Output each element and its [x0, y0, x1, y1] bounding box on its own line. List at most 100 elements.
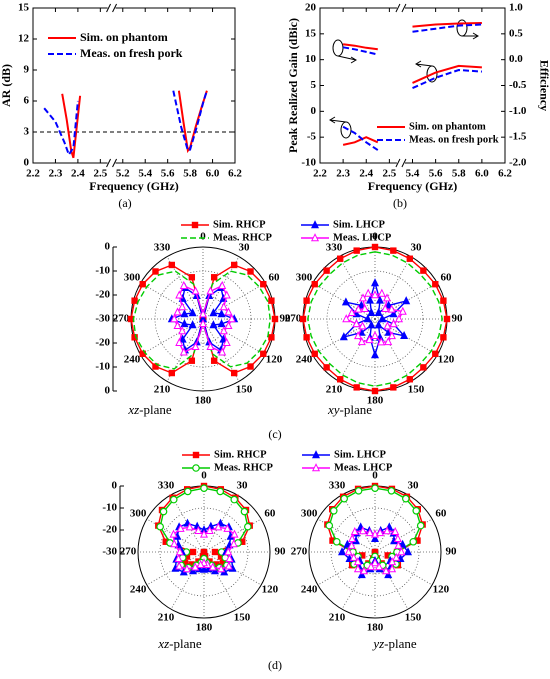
marker [219, 334, 228, 343]
marker [384, 570, 393, 579]
marker [352, 319, 361, 328]
marker [219, 302, 228, 311]
legend-label: Meas. on fresh pork [80, 46, 183, 60]
angle-label: 60 [269, 272, 281, 284]
marker [384, 552, 391, 559]
marker [389, 309, 398, 318]
legend-label: Sim. on phantom [80, 30, 168, 44]
angle-label: 330 [329, 480, 346, 492]
marker [131, 297, 138, 304]
marker [175, 337, 184, 346]
marker [152, 268, 159, 275]
axis-break [396, 161, 405, 165]
angle-label: 0 [200, 231, 206, 243]
marker [337, 376, 344, 383]
marker [371, 484, 379, 493]
axis-break [106, 158, 112, 168]
marker [311, 450, 321, 459]
angle-label: 60 [264, 508, 276, 520]
angle-label: 120 [438, 354, 455, 366]
marker [231, 261, 238, 269]
marker [387, 304, 396, 313]
marker [387, 331, 396, 340]
marker [342, 314, 351, 323]
marker [398, 306, 407, 315]
marker [180, 319, 189, 328]
y-tick-label: 0 [24, 157, 30, 169]
marker [371, 243, 379, 251]
marker [206, 342, 215, 351]
marker [349, 552, 358, 561]
x-tick-label: 2.4 [359, 168, 373, 180]
angle-label: 150 [234, 611, 251, 623]
marker [181, 559, 189, 567]
x-tick-label: 2.4 [71, 168, 85, 180]
marker [188, 561, 195, 568]
ring [154, 270, 252, 368]
marker [376, 528, 385, 537]
marker [168, 261, 175, 269]
marker [384, 337, 393, 346]
marker [371, 548, 379, 556]
legend-label: Meas. on fresh pork [409, 134, 499, 145]
marker [224, 307, 233, 316]
marker [208, 562, 217, 571]
panel-label: (d) [268, 658, 282, 672]
marker [139, 350, 146, 357]
spoke [338, 318, 376, 382]
marker [218, 347, 227, 356]
radial-tick-label: -20 [102, 524, 117, 536]
marker [383, 526, 392, 535]
marker [222, 290, 231, 299]
marker [196, 559, 205, 568]
marker [343, 539, 352, 548]
spoke [374, 494, 409, 553]
marker [394, 540, 403, 549]
marker [139, 281, 146, 288]
marker [440, 334, 447, 341]
marker [370, 350, 380, 359]
marker [388, 564, 397, 573]
marker [402, 296, 411, 305]
marker [310, 220, 320, 229]
axis-break [395, 3, 401, 13]
angle-label: 60 [435, 508, 447, 520]
marker [169, 495, 178, 504]
marker [210, 357, 218, 364]
marker [178, 302, 187, 311]
spoke [374, 318, 412, 382]
radial-tick-label: -10 [95, 361, 110, 373]
marker [341, 297, 350, 306]
marker [409, 537, 418, 546]
angle-label: 150 [236, 384, 253, 396]
y-tick-label: 12 [18, 33, 30, 45]
marker [391, 526, 400, 535]
marker [365, 335, 374, 344]
marker [382, 293, 392, 302]
x-tick-label: 2.5 [383, 168, 397, 180]
marker [191, 342, 200, 351]
marker [370, 290, 380, 299]
angle-label: 30 [408, 480, 420, 492]
marker [127, 315, 135, 323]
x-tick-label: 5.8 [183, 168, 197, 180]
marker [224, 547, 233, 556]
marker [311, 463, 321, 472]
marker [364, 288, 373, 297]
marker [370, 278, 380, 287]
angle-label: 330 [154, 242, 171, 254]
x-tick-label: 2.5 [93, 168, 107, 180]
angle-label: 180 [195, 395, 212, 407]
y2-tick-label: 1.0 [509, 2, 523, 14]
marker [188, 308, 197, 317]
marker [350, 526, 359, 535]
marker [260, 281, 267, 288]
marker [189, 548, 197, 556]
angle-label: 270 [291, 546, 308, 558]
marker [188, 566, 198, 575]
marker [353, 247, 360, 254]
marker [339, 332, 348, 341]
marker [416, 521, 425, 530]
marker [367, 320, 376, 329]
spoke [203, 551, 238, 610]
